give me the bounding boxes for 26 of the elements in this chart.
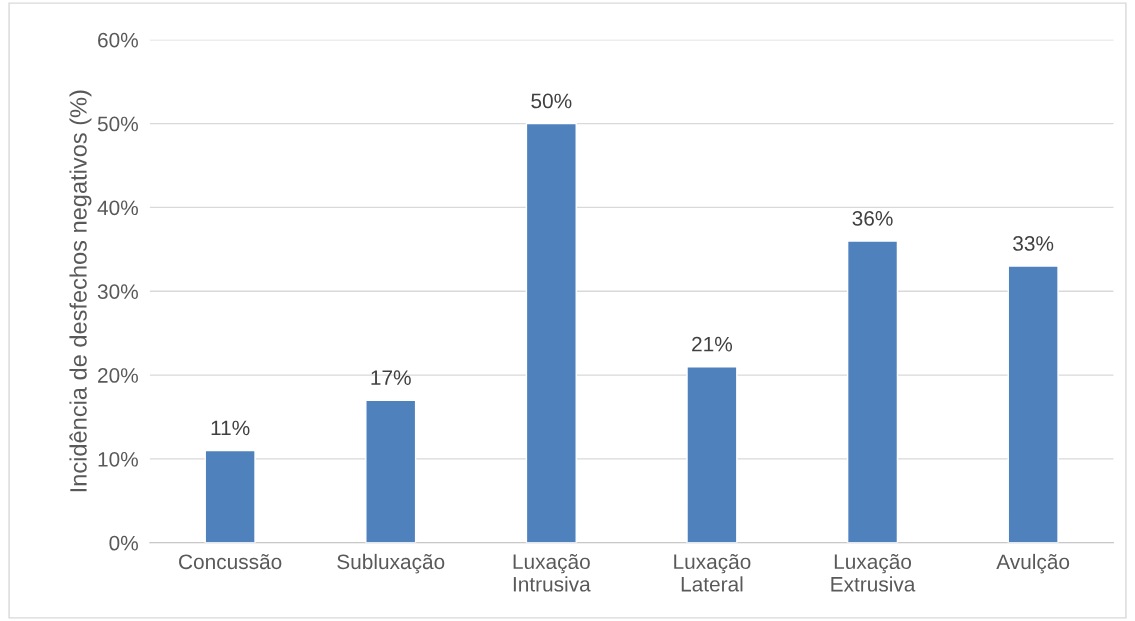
bar <box>365 399 417 543</box>
y-tick-label: 0% <box>109 535 138 551</box>
x-tick-label: Luxação Intrusiva <box>513 553 591 592</box>
data-label: 50% <box>531 93 572 109</box>
bar <box>204 449 256 543</box>
x-tick-label: Luxação Extrusiva <box>831 553 916 592</box>
x-tick-label: Avulção <box>996 553 1070 574</box>
x-tick-label: Concussão <box>179 554 282 570</box>
x-tick-label: Subluxação <box>337 553 445 574</box>
bar <box>525 122 577 543</box>
data-label: 11% <box>211 420 250 436</box>
y-tick-label: 30% <box>97 284 138 299</box>
y-tick-label: 40% <box>97 200 138 216</box>
y-tick-label: 20% <box>98 368 138 383</box>
bar <box>686 366 738 543</box>
y-tick-label: 10% <box>98 451 138 467</box>
y-axis-title: Incidência de desfechos negativos (%) <box>69 90 92 492</box>
y-tick-label: 60% <box>98 32 138 48</box>
data-label: 36% <box>852 210 893 226</box>
bar <box>846 240 899 543</box>
data-label: 17% <box>371 370 411 385</box>
y-tick-label: 50% <box>97 116 138 132</box>
bar <box>1007 265 1059 543</box>
x-tick-label: Luxação Lateral <box>674 553 751 592</box>
data-label: 21% <box>692 336 733 352</box>
data-label: 33% <box>1013 236 1054 251</box>
